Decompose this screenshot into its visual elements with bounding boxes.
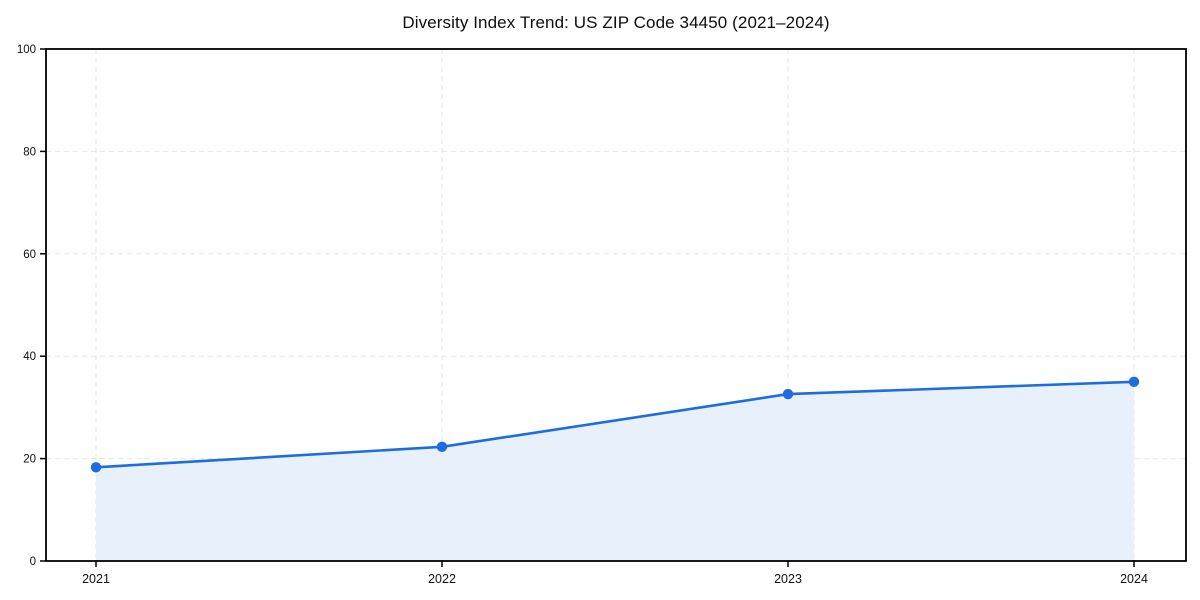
- data-point-marker: [782, 388, 794, 400]
- y-tick-label: 80: [23, 146, 36, 158]
- x-tick-label: 2024: [1120, 572, 1148, 586]
- y-tick-label: 40: [23, 351, 36, 363]
- trend-line: [94, 380, 1136, 469]
- data-point-marker: [1128, 376, 1140, 387]
- plot-border: [45, 48, 1187, 562]
- y-tick-label: 20: [23, 454, 36, 466]
- area-fill: [96, 381, 1134, 561]
- data-point-marker: [90, 462, 102, 473]
- y-tick-label: 100: [17, 44, 36, 56]
- chart-title: Diversity Index Trend: US ZIP Code 34450…: [402, 13, 830, 32]
- y-tick-label: 0: [30, 556, 36, 568]
- data-point-marker: [436, 441, 448, 453]
- x-tick-label: 2023: [774, 572, 802, 586]
- x-tick-label: 2021: [82, 572, 110, 586]
- y-tick-label: 60: [23, 249, 36, 261]
- x-tick-label: 2022: [428, 572, 456, 586]
